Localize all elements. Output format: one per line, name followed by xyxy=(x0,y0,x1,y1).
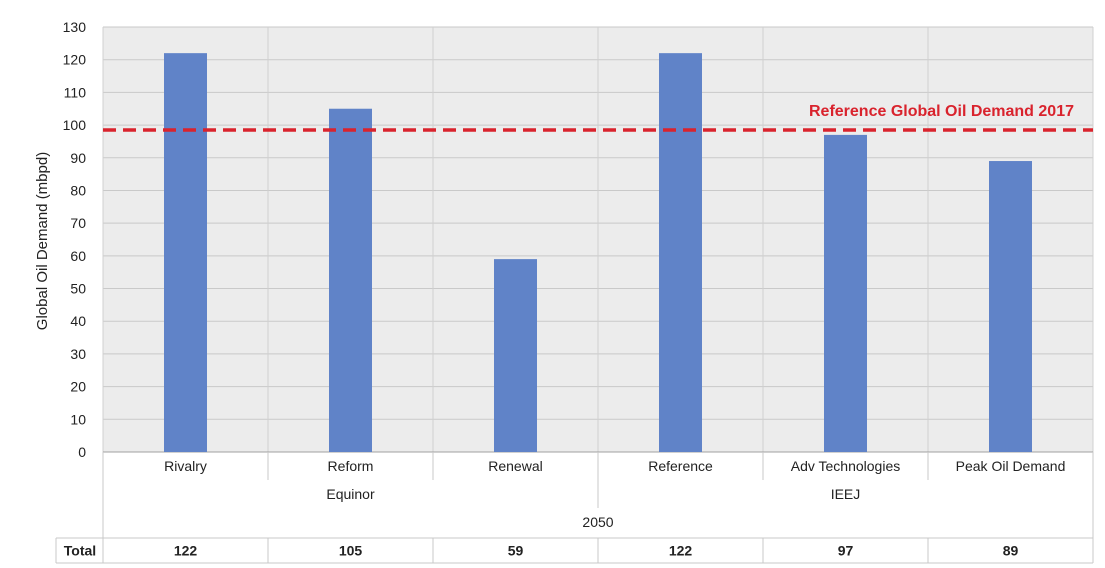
total-value: 89 xyxy=(1003,543,1019,559)
total-value: 59 xyxy=(508,543,524,559)
y-tick-label: 20 xyxy=(70,379,86,395)
y-tick-label: 120 xyxy=(63,52,87,68)
y-tick-label: 30 xyxy=(70,346,86,362)
y-tick-label: 100 xyxy=(63,117,87,133)
x-tick-label: Reform xyxy=(328,458,374,474)
y-tick-label: 0 xyxy=(78,444,86,460)
bar-peak-oil-demand xyxy=(989,161,1032,453)
x-tick-label: Adv Technologies xyxy=(791,458,900,474)
total-value: 122 xyxy=(669,543,693,559)
reference-line-label: Reference Global Oil Demand 2017 xyxy=(809,103,1074,120)
y-tick-label: 80 xyxy=(70,182,86,198)
bar-rivalry xyxy=(164,53,207,453)
bars xyxy=(164,53,1032,453)
y-tick-label: 130 xyxy=(63,19,87,35)
reference-line-group: Reference Global Oil Demand 2017 xyxy=(103,103,1093,132)
x-tick-label: Reference xyxy=(648,458,713,474)
bar-adv-technologies xyxy=(824,134,867,452)
y-tick-label: 70 xyxy=(70,215,86,231)
x-tick-label: Rivalry xyxy=(164,458,207,474)
x-tick-label: Peak Oil Demand xyxy=(956,458,1066,474)
y-axis-ticks: 0 10 20 30 40 50 60 70 80 90 100 110 120 130 xyxy=(63,19,87,460)
y-tick-label: 60 xyxy=(70,248,86,264)
total-value: 122 xyxy=(174,543,198,559)
bar-reform xyxy=(329,108,372,452)
y-tick-label: 90 xyxy=(70,150,86,166)
y-tick-label: 40 xyxy=(70,313,86,329)
bar-reference xyxy=(659,53,702,453)
bar-renewal xyxy=(494,259,537,452)
y-tick-label: 110 xyxy=(64,84,87,100)
group-label: Equinor xyxy=(326,486,375,502)
group-label: IEEJ xyxy=(831,486,861,502)
category-table: Rivalry Reform Renewal Reference Adv Technol… xyxy=(55,452,1094,564)
total-value: 105 xyxy=(339,543,363,559)
total-value: 97 xyxy=(838,543,854,559)
outer-group-label: 2050 xyxy=(582,514,613,530)
y-axis-label: Global Oil Demand (mbpd) xyxy=(34,152,51,330)
total-row-label: Total xyxy=(64,543,96,559)
x-tick-label: Renewal xyxy=(488,458,542,474)
y-tick-label: 10 xyxy=(70,411,86,427)
y-tick-label: 50 xyxy=(70,281,86,297)
